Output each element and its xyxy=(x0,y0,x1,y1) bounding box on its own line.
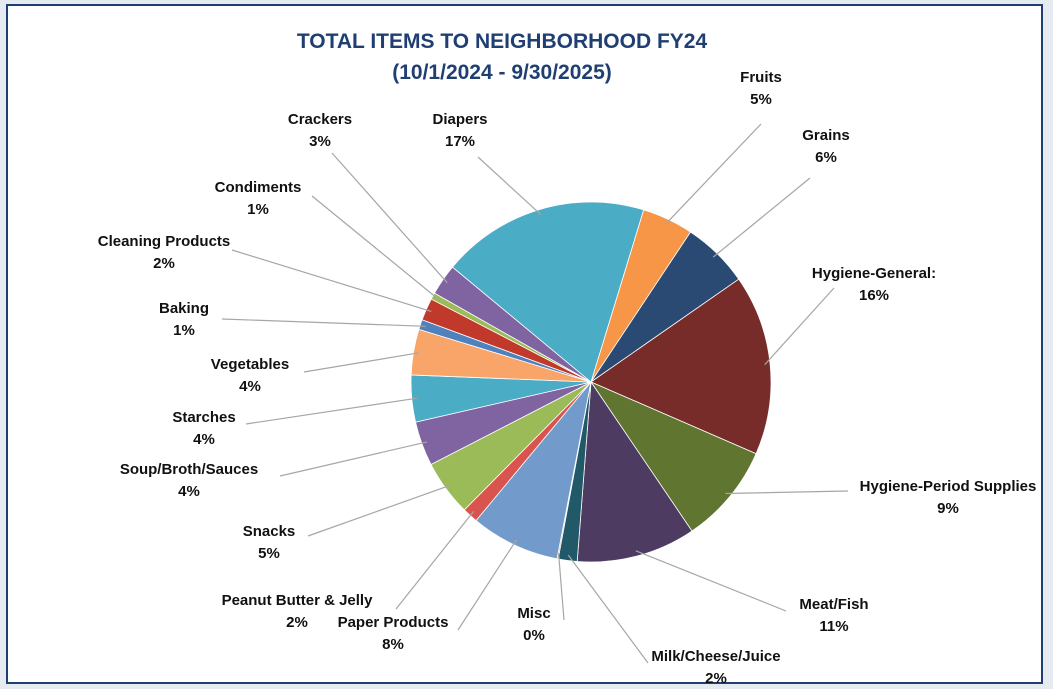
leader-line-misc xyxy=(558,553,565,621)
slice-name-condiments: Condiments xyxy=(215,179,302,196)
slice-name-hygiene-general: Hygiene-General: xyxy=(812,265,936,282)
slice-percent-meat-fish: 11% xyxy=(819,618,848,635)
leader-line-condiments xyxy=(311,195,438,300)
leader-line-fruits xyxy=(665,123,762,225)
leader-line-milk-cheese-juice xyxy=(567,554,649,664)
slice-name-misc: Misc xyxy=(517,605,550,622)
pie-slice-hygiene-period-supplies xyxy=(589,381,757,532)
leader-line-starches xyxy=(245,397,418,425)
leader-line-meat-fish xyxy=(635,550,787,612)
slice-percent-peanut-butter-jelly: 2% xyxy=(286,614,308,631)
slice-percent-soup-broth-sauces: 4% xyxy=(178,483,200,500)
chart-subtitle: (10/1/2024 - 9/30/2025) xyxy=(392,61,612,84)
leader-line-grains xyxy=(712,177,811,258)
pie-chart: TOTAL ITEMS TO NEIGHBORHOOD FY24 (10/1/2… xyxy=(98,30,1037,686)
pie-slice-hygiene-general xyxy=(590,278,772,455)
slice-percent-crackers: 3% xyxy=(309,133,331,150)
slice-name-cleaning-products: Cleaning Products xyxy=(98,233,231,250)
slice-name-hygiene-period-supplies: Hygiene-Period Supplies xyxy=(860,478,1037,495)
slice-name-starches: Starches xyxy=(172,409,235,426)
leader-line-peanut-butter-jelly xyxy=(395,510,475,610)
slice-percent-milk-cheese-juice: 2% xyxy=(705,670,727,686)
leader-line-snacks xyxy=(307,484,451,537)
slice-name-snacks: Snacks xyxy=(243,523,296,540)
slice-name-soup-broth-sauces: Soup/Broth/Sauces xyxy=(120,461,258,478)
slice-name-meat-fish: Meat/Fish xyxy=(799,596,868,613)
leader-line-cleaning-products xyxy=(231,249,432,312)
slice-percent-grains: 6% xyxy=(815,149,837,166)
leader-line-diapers xyxy=(477,156,542,216)
slice-name-peanut-butter-jelly: Peanut Butter & Jelly xyxy=(222,592,374,609)
leader-line-hygiene-general xyxy=(764,287,835,366)
slice-name-crackers: Crackers xyxy=(288,111,352,128)
leader-line-vegetables xyxy=(303,352,419,373)
slice-name-vegetables: Vegetables xyxy=(211,356,289,373)
slice-percent-condiments: 1% xyxy=(247,201,269,218)
slice-name-paper-products: Paper Products xyxy=(338,614,449,631)
slice-percent-fruits: 5% xyxy=(750,91,772,108)
slice-percent-paper-products: 8% xyxy=(382,636,404,653)
pie-slice-paper-products xyxy=(475,381,592,560)
leader-line-paper-products xyxy=(457,539,517,631)
slice-percent-misc: 0% xyxy=(523,627,545,644)
chart-frame: TOTAL ITEMS TO NEIGHBORHOOD FY24 (10/1/2… xyxy=(6,4,1043,686)
leader-line-baking xyxy=(221,318,426,327)
slice-percent-baking: 1% xyxy=(173,322,195,339)
slice-percent-hygiene-general: 16% xyxy=(859,287,889,304)
slice-name-milk-cheese-juice: Milk/Cheese/Juice xyxy=(651,648,780,665)
slice-percent-hygiene-period-supplies: 9% xyxy=(937,500,959,517)
slice-percent-cleaning-products: 2% xyxy=(153,255,175,272)
leader-line-soup-broth-sauces xyxy=(279,441,428,477)
pie-slice-meat-fish xyxy=(576,380,693,563)
chart-title: TOTAL ITEMS TO NEIGHBORHOOD FY24 xyxy=(297,30,708,53)
slice-name-fruits: Fruits xyxy=(740,69,782,86)
pie-slice-diapers xyxy=(451,201,645,383)
slice-percent-snacks: 5% xyxy=(258,545,280,562)
leader-line-hygiene-period-supplies xyxy=(725,490,849,495)
slice-name-diapers: Diapers xyxy=(432,111,487,128)
leader-line-crackers xyxy=(331,152,448,284)
slice-name-grains: Grains xyxy=(802,127,850,144)
slice-percent-vegetables: 4% xyxy=(239,378,261,395)
slice-name-baking: Baking xyxy=(159,300,209,317)
slice-percent-starches: 4% xyxy=(193,431,215,448)
slice-percent-diapers: 17% xyxy=(445,133,475,150)
